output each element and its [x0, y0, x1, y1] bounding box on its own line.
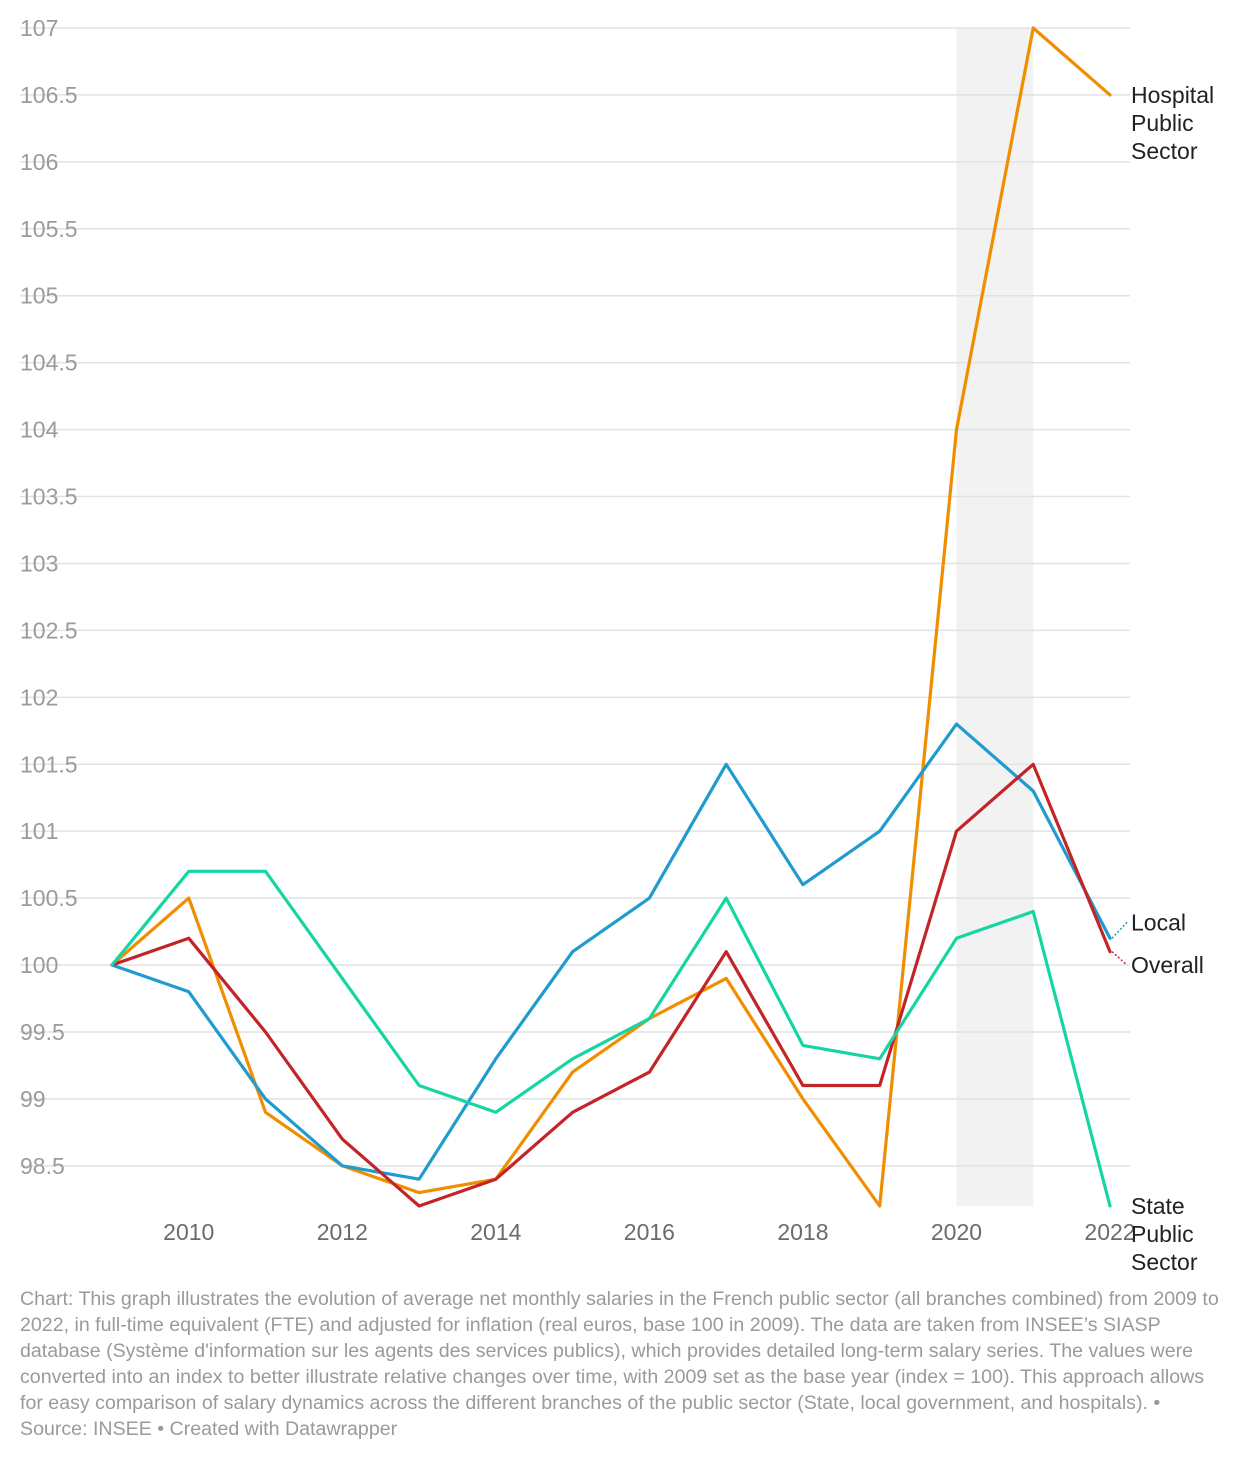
y-tick-103: 103: [20, 550, 58, 576]
x-tick-2010: 2010: [163, 1219, 214, 1245]
y-tick-100: 100: [20, 952, 58, 978]
x-tick-2016: 2016: [624, 1219, 675, 1245]
x-axis-ticks: 2010 2012 2014 2016 2018 2020 2022: [163, 1219, 1135, 1245]
y-tick-98.5: 98.5: [20, 1153, 65, 1179]
footer-description: Chart: This graph illustrates the evolut…: [20, 1288, 1219, 1414]
footer-credit: • Created with Datawrapper: [151, 1418, 398, 1440]
y-tick-107: 107: [20, 15, 58, 41]
x-tick-2012: 2012: [317, 1219, 368, 1245]
footer-source: • Source: INSEE: [20, 1392, 1161, 1440]
y-tick-101: 101: [20, 818, 58, 844]
line-chart: 107 106.5 106 105.5 105 104.5 104 103.5 103 102.5…: [20, 15, 1214, 1275]
y-tick-105: 105: [20, 283, 58, 309]
series-line-overall: [110, 762, 1112, 1208]
series-lines: [110, 26, 1112, 1208]
highlight-band-2020-2021: [956, 28, 1034, 1206]
series-label-state-public-sector: State Public Sector: [1131, 1193, 1198, 1275]
series-label-local: Local: [1131, 909, 1186, 935]
y-tick-104: 104: [20, 417, 59, 443]
series-labels: Hospital Public Sector Local Overall State Pub…: [1111, 82, 1214, 1275]
y-tick-99.5: 99.5: [20, 1019, 65, 1045]
x-tick-2014: 2014: [470, 1219, 521, 1245]
x-tick-2018: 2018: [777, 1219, 828, 1245]
gridlines: [20, 27, 1130, 1167]
y-tick-103.5: 103.5: [20, 484, 78, 510]
y-tick-101.5: 101.5: [20, 751, 78, 777]
y-axis-ticks: 107 106.5 106 105.5 105 104.5 104 103.5 103 102.5…: [20, 15, 78, 1179]
series-line-hospital-public-sector: [110, 26, 1112, 1208]
x-tick-2022: 2022: [1084, 1219, 1135, 1245]
y-tick-102.5: 102.5: [20, 617, 78, 643]
x-tick-2020: 2020: [931, 1219, 982, 1245]
y-tick-104.5: 104.5: [20, 350, 78, 376]
label-connector-local: [1111, 921, 1128, 939]
y-tick-105.5: 105.5: [20, 216, 78, 242]
y-tick-102: 102: [20, 684, 58, 710]
series-line-local: [110, 722, 1112, 1181]
label-connector-overall: [1111, 951, 1128, 966]
series-line-state-public-sector: [110, 869, 1112, 1208]
y-tick-106: 106: [20, 149, 58, 175]
y-tick-99: 99: [20, 1086, 46, 1112]
y-tick-106.5: 106.5: [20, 82, 78, 108]
series-label-overall: Overall: [1131, 952, 1204, 978]
y-tick-100.5: 100.5: [20, 885, 78, 911]
chart-footer: Chart: This graph illustrates the evolut…: [20, 1286, 1220, 1442]
series-label-hospital-public-sector: Hospital Public Sector: [1131, 82, 1214, 164]
